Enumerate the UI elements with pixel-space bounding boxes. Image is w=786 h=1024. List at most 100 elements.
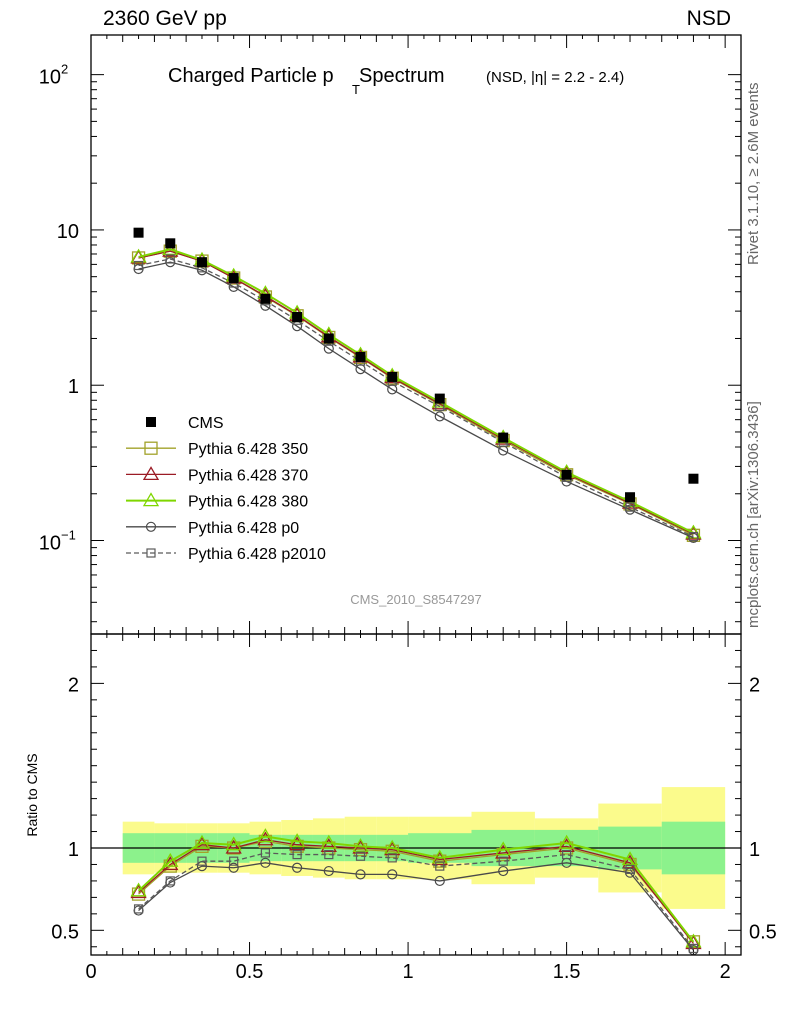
x-tick-label: 1.5 <box>553 961 581 983</box>
main-y-tick-label-10: 10 <box>57 221 79 243</box>
main-y-tick-label-0.1-exp: −1 <box>61 528 76 543</box>
x-tick-label: 1 <box>403 961 414 983</box>
pythia-6-428-380-ratio-point <box>558 834 575 849</box>
cms-point <box>292 311 303 322</box>
pythia-6-428-p2010-ratio-point <box>133 904 144 914</box>
cms-point <box>387 371 398 382</box>
x-tick-label: 0.5 <box>236 961 264 983</box>
legend-cms-label: CMS <box>188 415 224 432</box>
pythia-6-428-380-ratio-point <box>621 851 639 866</box>
pythia-6-428-p2010-point <box>133 260 144 271</box>
pythia-6-428-370-ratio-point <box>431 851 448 866</box>
pythia-6-428-380-ratio-point <box>495 841 512 856</box>
pythia-6-428-p0-ratio-line <box>138 862 694 951</box>
plot-frames <box>90 34 742 956</box>
pythia-6-428-p0-ratio-point <box>434 875 445 887</box>
pythia-6-428-p0-ratio-point <box>498 865 509 877</box>
pythia-6-428-p0-ratio-point <box>228 862 239 873</box>
pythia-6-428-p2010-ratio-point <box>498 856 508 866</box>
pythia-6-428-380-ratio-point <box>162 852 179 867</box>
axes-ticks <box>90 35 741 955</box>
main-y-tick-label-100-exp: 2 <box>61 62 68 77</box>
pythia-6-428-380-ratio-point <box>352 838 369 853</box>
ratio-y-tick-label-right: 0.5 <box>749 921 777 943</box>
pythia-6-428-370-ratio-point <box>225 839 242 854</box>
pythia-6-428-380-ratio-point <box>320 834 337 849</box>
header-process-label: NSD <box>686 7 731 30</box>
pythia-6-428-380-ratio-point <box>431 849 448 864</box>
pythia-6-428-p0-ratio-point <box>387 869 398 880</box>
pythia-6-428-p2010-line <box>138 258 694 538</box>
cms-point <box>323 333 334 344</box>
cms-point <box>260 293 271 304</box>
chart-title-subscript: T <box>352 82 360 97</box>
legend-cms-marker <box>146 417 156 427</box>
ratio-y-tick-label-right: 1 <box>749 839 760 861</box>
watermark-analysis-id: CMS_2010_S8547297 <box>350 592 482 607</box>
pythia-6-428-p2010-ratio-point <box>387 853 397 863</box>
pythia-6-428-p0-ratio-point <box>291 862 303 873</box>
pythia-6-428-p0-point <box>323 343 334 354</box>
legend-pythia-6-428-p0-marker <box>145 521 157 532</box>
pythia-6-428-380-ratio-point <box>685 933 702 948</box>
cms-point <box>165 238 176 249</box>
pythia-6-428-p2010-ratio-point <box>688 943 699 954</box>
pythia-6-428-380-ratio-line <box>137 835 695 943</box>
pythia-6-428-370-ratio-point <box>130 884 147 899</box>
ratio-plot-frame <box>90 633 742 956</box>
main-y-tick-label-0.1: 10 <box>39 533 61 555</box>
mcplots-reference-label: mcplots.cern.ch [arXiv:1306.3436] <box>745 401 762 628</box>
header-energy-label: 2360 GeV pp <box>103 7 227 30</box>
legend-pythia-6-428-p2010-marker <box>146 548 156 558</box>
pythia-6-428-370-ratio-point <box>320 838 337 853</box>
pythia-6-428-370-ratio-point <box>495 844 512 859</box>
cms-point <box>228 273 239 284</box>
pythia-6-428-370-ratio-point <box>558 838 575 853</box>
pythia-6-428-380-point <box>162 241 179 255</box>
legend-pythia-6-428-p2010-label: Pythia 6.428 p2010 <box>188 546 326 563</box>
chart-title-main: Charged Particle p <box>168 65 334 87</box>
cms-point <box>498 432 509 443</box>
rivet-version-label: Rivet 3.1.10, ≥ 2.6M events <box>745 82 762 266</box>
pythia-6-428-380-ratio-point <box>288 833 306 848</box>
cms-point <box>196 257 207 268</box>
chart-title-qualifier: (NSD, |η| = 2.2 - 2.4) <box>486 69 624 86</box>
pythia-6-428-p2010-ratio-point <box>562 849 572 860</box>
x-tick-label: 0 <box>85 961 96 983</box>
legend-pythia-6-428-380-marker <box>142 492 160 507</box>
cms-point <box>625 492 636 503</box>
ratio-y-axis-label: Ratio to CMS <box>24 753 40 836</box>
legend-pythia-6-428-350-marker <box>144 441 158 455</box>
pythia-6-428-p0-point <box>434 411 445 422</box>
ratio-y-tick-label-left: 0.5 <box>51 921 79 943</box>
cms-point <box>688 473 699 484</box>
pythia-6-428-p2010-ratio-point <box>197 856 207 866</box>
pythia-6-428-p0-ratio-point <box>196 861 208 872</box>
pythia-6-428-370-ratio-point <box>288 836 306 851</box>
pythia-6-428-p2010-ratio-point <box>324 849 334 860</box>
pythia-6-428-370-ratio-point <box>685 935 702 950</box>
pythia-6-428-p0-ratio-point <box>323 865 334 877</box>
pythia-6-428-p2010-ratio-point <box>435 861 445 871</box>
pythia-6-428-380-ratio-point <box>193 834 211 849</box>
legend-pythia-6-428-380-label: Pythia 6.428 380 <box>188 494 308 511</box>
pythia-6-428-p2010-ratio-point <box>292 849 302 860</box>
pythia-6-428-380-ratio-point <box>130 882 147 897</box>
ratio-y-tick-label-right: 2 <box>749 674 760 696</box>
pythia-6-428-p0-ratio-point <box>355 869 366 880</box>
legend-pythia-6-428-370-label: Pythia 6.428 370 <box>188 467 308 484</box>
pythia-6-428-380-ratio-point <box>384 839 401 854</box>
main-y-tick-label-100: 10 <box>39 67 61 89</box>
pythia-6-428-380-point <box>685 524 702 539</box>
pythia-6-428-380-ratio-point <box>225 836 242 851</box>
chart-title-after: Spectrum <box>359 65 445 87</box>
pythia-6-428-p2010-ratio-point <box>625 864 635 875</box>
plot-series <box>130 227 702 956</box>
pythia-6-428-p2010-point <box>688 531 699 542</box>
pythia-6-428-p2010-ratio-point <box>260 848 270 858</box>
pythia-6-428-p2010-point <box>165 254 175 264</box>
pythia-6-428-p2010-point <box>625 502 635 512</box>
main-y-tick-label-1: 1 <box>68 376 79 398</box>
